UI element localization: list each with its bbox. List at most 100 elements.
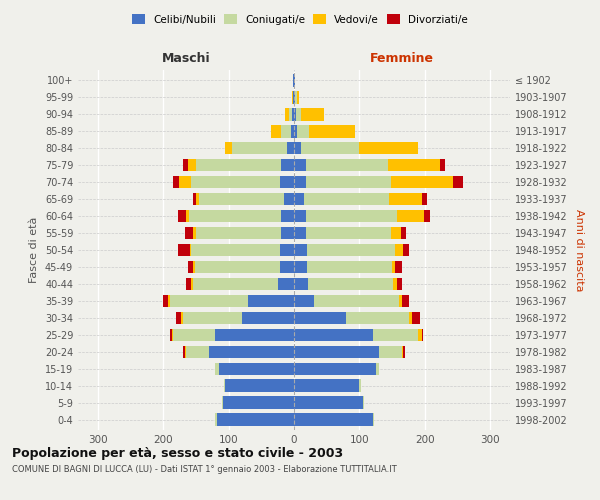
Bar <box>217 414 294 426</box>
Bar <box>294 125 297 138</box>
Bar <box>286 108 289 120</box>
Bar <box>301 108 324 120</box>
Bar <box>346 312 409 324</box>
Bar <box>453 176 463 188</box>
Bar <box>181 312 183 324</box>
Bar <box>185 226 193 239</box>
Bar <box>296 91 299 104</box>
Bar <box>219 362 294 375</box>
Bar <box>291 125 294 138</box>
Bar <box>294 278 308 290</box>
Bar <box>185 346 186 358</box>
Bar <box>294 158 306 172</box>
Bar <box>242 312 294 324</box>
Bar <box>186 278 191 290</box>
Bar <box>173 328 215 342</box>
Bar <box>294 312 346 324</box>
Bar <box>281 210 294 222</box>
Bar <box>209 346 294 358</box>
Bar <box>225 380 294 392</box>
Text: Popolazione per età, sesso e stato civile - 2003: Popolazione per età, sesso e stato civil… <box>12 448 343 460</box>
Bar <box>422 328 423 342</box>
Bar <box>294 108 296 120</box>
Bar <box>248 294 294 308</box>
Bar <box>183 312 242 324</box>
Bar <box>304 192 389 205</box>
Bar <box>232 142 287 154</box>
Bar <box>412 312 419 324</box>
Bar <box>376 362 379 375</box>
Bar <box>391 226 401 239</box>
Bar <box>294 192 304 205</box>
Bar <box>193 278 278 290</box>
Bar <box>190 244 191 256</box>
Bar <box>295 91 296 104</box>
Y-axis label: Anni di nascita: Anni di nascita <box>574 209 584 291</box>
Bar <box>403 244 409 256</box>
Bar <box>191 244 280 256</box>
Bar <box>281 226 294 239</box>
Bar <box>294 176 306 188</box>
Bar <box>189 210 281 222</box>
Bar <box>389 192 422 205</box>
Bar <box>296 108 301 120</box>
Bar <box>169 294 170 308</box>
Bar <box>294 142 301 154</box>
Bar <box>280 176 294 188</box>
Bar <box>395 260 402 274</box>
Bar <box>281 158 294 172</box>
Bar <box>294 210 306 222</box>
Bar <box>294 414 373 426</box>
Bar <box>394 278 397 290</box>
Bar <box>172 328 173 342</box>
Bar <box>314 294 399 308</box>
Bar <box>294 328 373 342</box>
Bar <box>191 176 280 188</box>
Bar <box>363 396 364 409</box>
Bar <box>292 108 294 120</box>
Bar <box>223 396 294 409</box>
Bar <box>391 176 453 188</box>
Bar <box>289 108 292 120</box>
Bar <box>402 294 409 308</box>
Bar <box>359 142 418 154</box>
Bar <box>183 158 188 172</box>
Bar <box>306 210 397 222</box>
Bar <box>402 346 403 358</box>
Bar <box>294 226 306 239</box>
Bar <box>193 226 196 239</box>
Bar <box>281 125 291 138</box>
Bar <box>359 380 361 392</box>
Bar <box>188 260 193 274</box>
Bar <box>179 176 191 188</box>
Bar <box>163 294 169 308</box>
Bar <box>292 91 293 104</box>
Bar <box>188 158 196 172</box>
Bar <box>186 210 189 222</box>
Bar <box>392 260 395 274</box>
Bar <box>306 158 388 172</box>
Bar <box>193 260 194 274</box>
Bar <box>306 176 391 188</box>
Bar <box>215 414 217 426</box>
Text: Femmine: Femmine <box>370 52 434 65</box>
Bar <box>271 125 281 138</box>
Bar <box>294 260 307 274</box>
Bar <box>199 192 284 205</box>
Bar <box>294 362 376 375</box>
Bar <box>418 328 422 342</box>
Bar <box>224 380 225 392</box>
Bar <box>294 346 379 358</box>
Bar <box>297 125 309 138</box>
Bar <box>278 278 294 290</box>
Legend: Celibi/Nubili, Coniugati/e, Vedovi/e, Divorziati/e: Celibi/Nubili, Coniugati/e, Vedovi/e, Di… <box>128 10 472 29</box>
Bar <box>294 244 307 256</box>
Bar <box>280 260 294 274</box>
Text: Maschi: Maschi <box>161 52 211 65</box>
Bar <box>186 346 209 358</box>
Bar <box>225 142 232 154</box>
Bar <box>397 278 402 290</box>
Bar <box>294 396 363 409</box>
Bar <box>173 176 179 188</box>
Bar <box>403 346 404 358</box>
